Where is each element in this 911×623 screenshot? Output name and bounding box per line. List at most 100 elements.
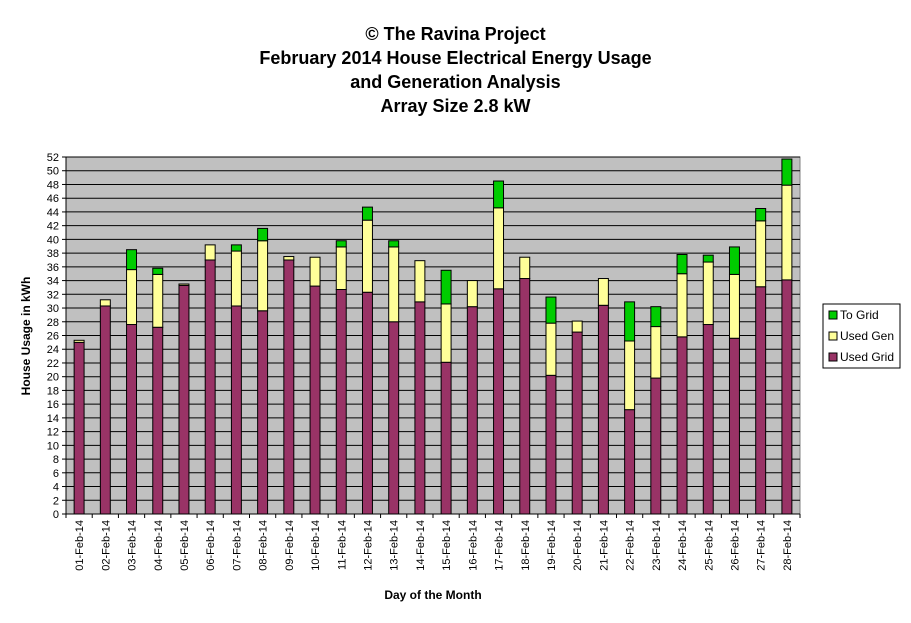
y-tick-label: 26 <box>47 331 59 343</box>
bar-segment <box>519 278 531 515</box>
x-tick-label: 05-Feb-14 <box>179 520 191 571</box>
x-tick-label: 21-Feb-14 <box>598 520 610 571</box>
bar-segment <box>73 339 85 343</box>
bar-segment <box>440 361 452 515</box>
bar-segment <box>309 285 321 515</box>
bar-segment <box>624 340 636 411</box>
bar-segment <box>283 256 295 261</box>
y-tick-label: 34 <box>47 276 59 288</box>
legend-label: To Grid <box>840 308 879 322</box>
y-tick-label: 22 <box>47 358 59 370</box>
y-tick-label: 16 <box>47 399 59 411</box>
bar-segment <box>650 326 662 379</box>
y-tick-label: 0 <box>53 509 59 521</box>
bar-segment <box>597 304 609 515</box>
x-axis-title: Day of the Month <box>384 588 481 602</box>
x-tick-label: 16-Feb-14 <box>467 520 479 571</box>
bar-segment <box>545 296 557 324</box>
bar-segment <box>466 306 478 515</box>
bar-segment <box>571 331 583 515</box>
bar-segment <box>676 273 688 338</box>
bar-segment <box>230 244 242 252</box>
bar-segment <box>702 261 714 326</box>
bar-segment <box>335 246 347 291</box>
bar-segment <box>676 253 688 275</box>
bar-segment <box>493 207 505 290</box>
bar-segment <box>126 249 138 271</box>
bar-segment <box>414 260 426 303</box>
bar-segment <box>519 256 531 280</box>
x-tick-label: 07-Feb-14 <box>231 520 243 571</box>
bar-segment <box>545 322 557 376</box>
bar-segment <box>152 326 164 515</box>
x-tick-label: 22-Feb-14 <box>625 520 637 571</box>
bar-segment <box>178 283 190 286</box>
x-tick-label: 25-Feb-14 <box>703 520 715 571</box>
y-tick-label: 44 <box>47 207 59 219</box>
bar-segment <box>624 301 636 342</box>
y-tick-label: 36 <box>47 262 59 274</box>
bar-segment <box>335 240 347 248</box>
legend-swatch <box>828 310 838 320</box>
bar-segment <box>152 267 164 275</box>
y-tick-label: 14 <box>47 413 59 425</box>
chart-title: © The Ravina Project February 2014 House… <box>0 22 911 118</box>
x-tick-label: 17-Feb-14 <box>494 520 506 571</box>
x-tick-label: 28-Feb-14 <box>782 520 794 571</box>
x-tick-label: 09-Feb-14 <box>284 520 296 571</box>
y-tick-label: 46 <box>47 193 59 205</box>
bar-segment <box>755 220 767 288</box>
y-tick-label: 32 <box>47 289 59 301</box>
bar-segment <box>283 259 295 515</box>
bar-segment <box>178 284 190 515</box>
bar-segment <box>204 244 216 261</box>
bar-segment <box>388 240 400 248</box>
bar-segment <box>309 256 321 287</box>
x-tick-label: 02-Feb-14 <box>100 520 112 571</box>
title-line-2: February 2014 House Electrical Energy Us… <box>259 48 652 68</box>
x-axis-ticks: 01-Feb-14 02-Feb-14 03-Feb-14 04-Feb-14 05-F… <box>65 514 801 571</box>
bar-segment <box>361 219 373 293</box>
x-tick-label: 06-Feb-14 <box>205 520 217 571</box>
y-tick-label: 48 <box>47 179 59 191</box>
bar-segment <box>335 289 347 515</box>
bar-segment <box>702 324 714 515</box>
bar-segment <box>388 321 400 515</box>
x-tick-label: 19-Feb-14 <box>546 520 558 571</box>
bar-segment <box>728 337 740 515</box>
y-tick-label: 24 <box>47 344 59 356</box>
bar-segment <box>257 240 269 312</box>
bar-segment <box>361 206 373 221</box>
bar-segment <box>728 246 740 275</box>
x-tick-label: 08-Feb-14 <box>258 520 270 571</box>
legend-label: Used Grid <box>840 350 894 364</box>
bar-segment <box>204 259 216 515</box>
title-line-3: and Generation Analysis <box>350 72 561 92</box>
y-tick-label: 20 <box>47 372 59 384</box>
bar-segment <box>781 158 793 186</box>
y-tick-label: 52 <box>47 152 59 164</box>
y-tick-label: 4 <box>53 482 59 494</box>
bar-segment <box>99 305 111 515</box>
y-tick-label: 42 <box>47 221 59 233</box>
y-axis-title: House Usage in kWh <box>19 277 33 396</box>
y-tick-label: 6 <box>53 468 59 480</box>
y-tick-label: 40 <box>47 234 59 246</box>
x-tick-label: 27-Feb-14 <box>756 520 768 571</box>
bar-segment <box>702 254 714 263</box>
legend: To Grid Used Gen Used Grid <box>822 303 901 369</box>
legend-label: Used Gen <box>840 329 894 343</box>
x-tick-label: 24-Feb-14 <box>677 520 689 571</box>
bar-segment <box>126 324 138 515</box>
y-tick-label: 8 <box>53 454 59 466</box>
x-tick-label: 11-Feb-14 <box>336 520 348 570</box>
title-line-1: © The Ravina Project <box>365 24 546 44</box>
bar-segment <box>388 246 400 323</box>
bar-segment <box>230 305 242 515</box>
bar-segment <box>230 250 242 307</box>
bar-segment <box>440 303 452 363</box>
x-tick-label: 26-Feb-14 <box>729 520 741 571</box>
bar-segment <box>781 279 793 515</box>
bar-segment <box>755 207 767 222</box>
bar-segment <box>152 273 164 328</box>
